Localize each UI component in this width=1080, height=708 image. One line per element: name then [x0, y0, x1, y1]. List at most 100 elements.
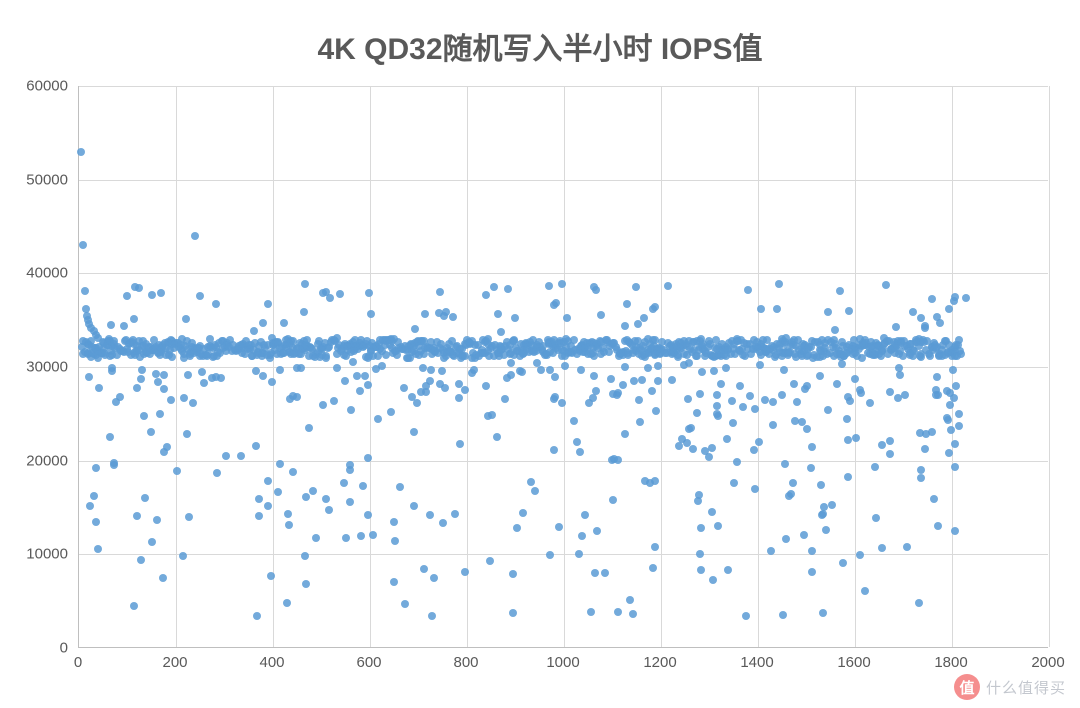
- x-tick-label: 200: [162, 654, 187, 671]
- scatter-point: [130, 315, 138, 323]
- scatter-point: [630, 377, 638, 385]
- scatter-point: [791, 417, 799, 425]
- scatter-point: [159, 574, 167, 582]
- scatter-point: [756, 361, 764, 369]
- scatter-point: [872, 514, 880, 522]
- scatter-point: [141, 494, 149, 502]
- scatter-point: [180, 394, 188, 402]
- y-tick-label: 60000: [18, 78, 68, 95]
- scatter-point: [280, 319, 288, 327]
- scatter-point: [435, 309, 443, 317]
- scatter-point: [451, 510, 459, 518]
- scatter-point: [488, 411, 496, 419]
- scatter-point: [289, 392, 297, 400]
- scatter-point: [372, 365, 380, 373]
- scatter-point: [148, 291, 156, 299]
- scatter-point: [330, 397, 338, 405]
- scatter-point: [95, 384, 103, 392]
- scatter-point: [831, 326, 839, 334]
- scatter-point: [843, 415, 851, 423]
- scatter-point: [817, 481, 825, 489]
- scatter-point: [903, 543, 911, 551]
- watermark-badge-icon: 值: [954, 674, 980, 700]
- y-tick-label: 30000: [18, 359, 68, 376]
- scatter-point: [851, 375, 859, 383]
- scatter-point: [550, 301, 558, 309]
- x-tick-label: 800: [453, 654, 478, 671]
- scatter-point: [629, 610, 637, 618]
- scatter-point: [597, 311, 605, 319]
- scatter-point: [709, 576, 717, 584]
- scatter-point: [396, 483, 404, 491]
- scatter-point: [490, 283, 498, 291]
- scatter-point: [782, 535, 790, 543]
- gridline-horizontal: [79, 461, 1048, 462]
- scatter-point: [922, 430, 930, 438]
- scatter-point: [427, 366, 435, 374]
- scatter-point: [507, 359, 515, 367]
- scatter-point: [632, 283, 640, 291]
- scatter-point: [790, 380, 798, 388]
- scatter-point: [654, 377, 662, 385]
- y-tick-label: 20000: [18, 452, 68, 469]
- scatter-point: [285, 521, 293, 529]
- gridline-horizontal: [79, 180, 1048, 181]
- scatter-point: [182, 315, 190, 323]
- scatter-point: [367, 310, 375, 318]
- scatter-point: [951, 463, 959, 471]
- scatter-point: [85, 373, 93, 381]
- gridline-vertical: [1049, 86, 1050, 647]
- scatter-point: [551, 393, 559, 401]
- scatter-point: [346, 498, 354, 506]
- scatter-point: [148, 538, 156, 546]
- scatter-point: [259, 372, 267, 380]
- scatter-point: [519, 509, 527, 517]
- scatter-point: [364, 511, 372, 519]
- scatter-point: [675, 442, 683, 450]
- scatter-point: [819, 609, 827, 617]
- scatter-point: [267, 572, 275, 580]
- scatter-point: [577, 366, 585, 374]
- scatter-point: [537, 366, 545, 374]
- scatter-point: [268, 378, 276, 386]
- scatter-point: [644, 364, 652, 372]
- scatter-point: [110, 459, 118, 467]
- scatter-point: [775, 280, 783, 288]
- scatter-point: [664, 282, 672, 290]
- scatter-point: [123, 292, 131, 300]
- scatter-point: [550, 446, 558, 454]
- scatter-point: [390, 578, 398, 586]
- scatter-point: [322, 352, 330, 360]
- scatter-point: [518, 368, 526, 376]
- scatter-point: [621, 430, 629, 438]
- scatter-point: [930, 495, 938, 503]
- scatter-point: [943, 387, 951, 395]
- scatter-point: [86, 502, 94, 510]
- scatter-point: [305, 424, 313, 432]
- scatter-point: [886, 437, 894, 445]
- scatter-point: [592, 387, 600, 395]
- watermark: 值 什么值得买: [954, 674, 1066, 700]
- scatter-point: [168, 353, 176, 361]
- scatter-point: [152, 370, 160, 378]
- scatter-point: [497, 328, 505, 336]
- scatter-point: [120, 322, 128, 330]
- scatter-point: [300, 308, 308, 316]
- y-tick-label: 0: [18, 640, 68, 657]
- x-tick-label: 1000: [546, 654, 579, 671]
- scatter-point: [410, 428, 418, 436]
- scatter-point: [729, 419, 737, 427]
- scatter-point: [259, 319, 267, 327]
- scatter-point: [302, 580, 310, 588]
- scatter-point: [436, 288, 444, 296]
- scatter-point: [701, 447, 709, 455]
- scatter-point: [824, 308, 832, 316]
- scatter-point: [374, 415, 382, 423]
- scatter-point: [714, 412, 722, 420]
- scatter-point: [757, 305, 765, 313]
- scatter-point: [426, 511, 434, 519]
- scatter-point: [820, 503, 828, 511]
- scatter-point: [846, 397, 854, 405]
- scatter-point: [501, 395, 509, 403]
- scatter-point: [163, 443, 171, 451]
